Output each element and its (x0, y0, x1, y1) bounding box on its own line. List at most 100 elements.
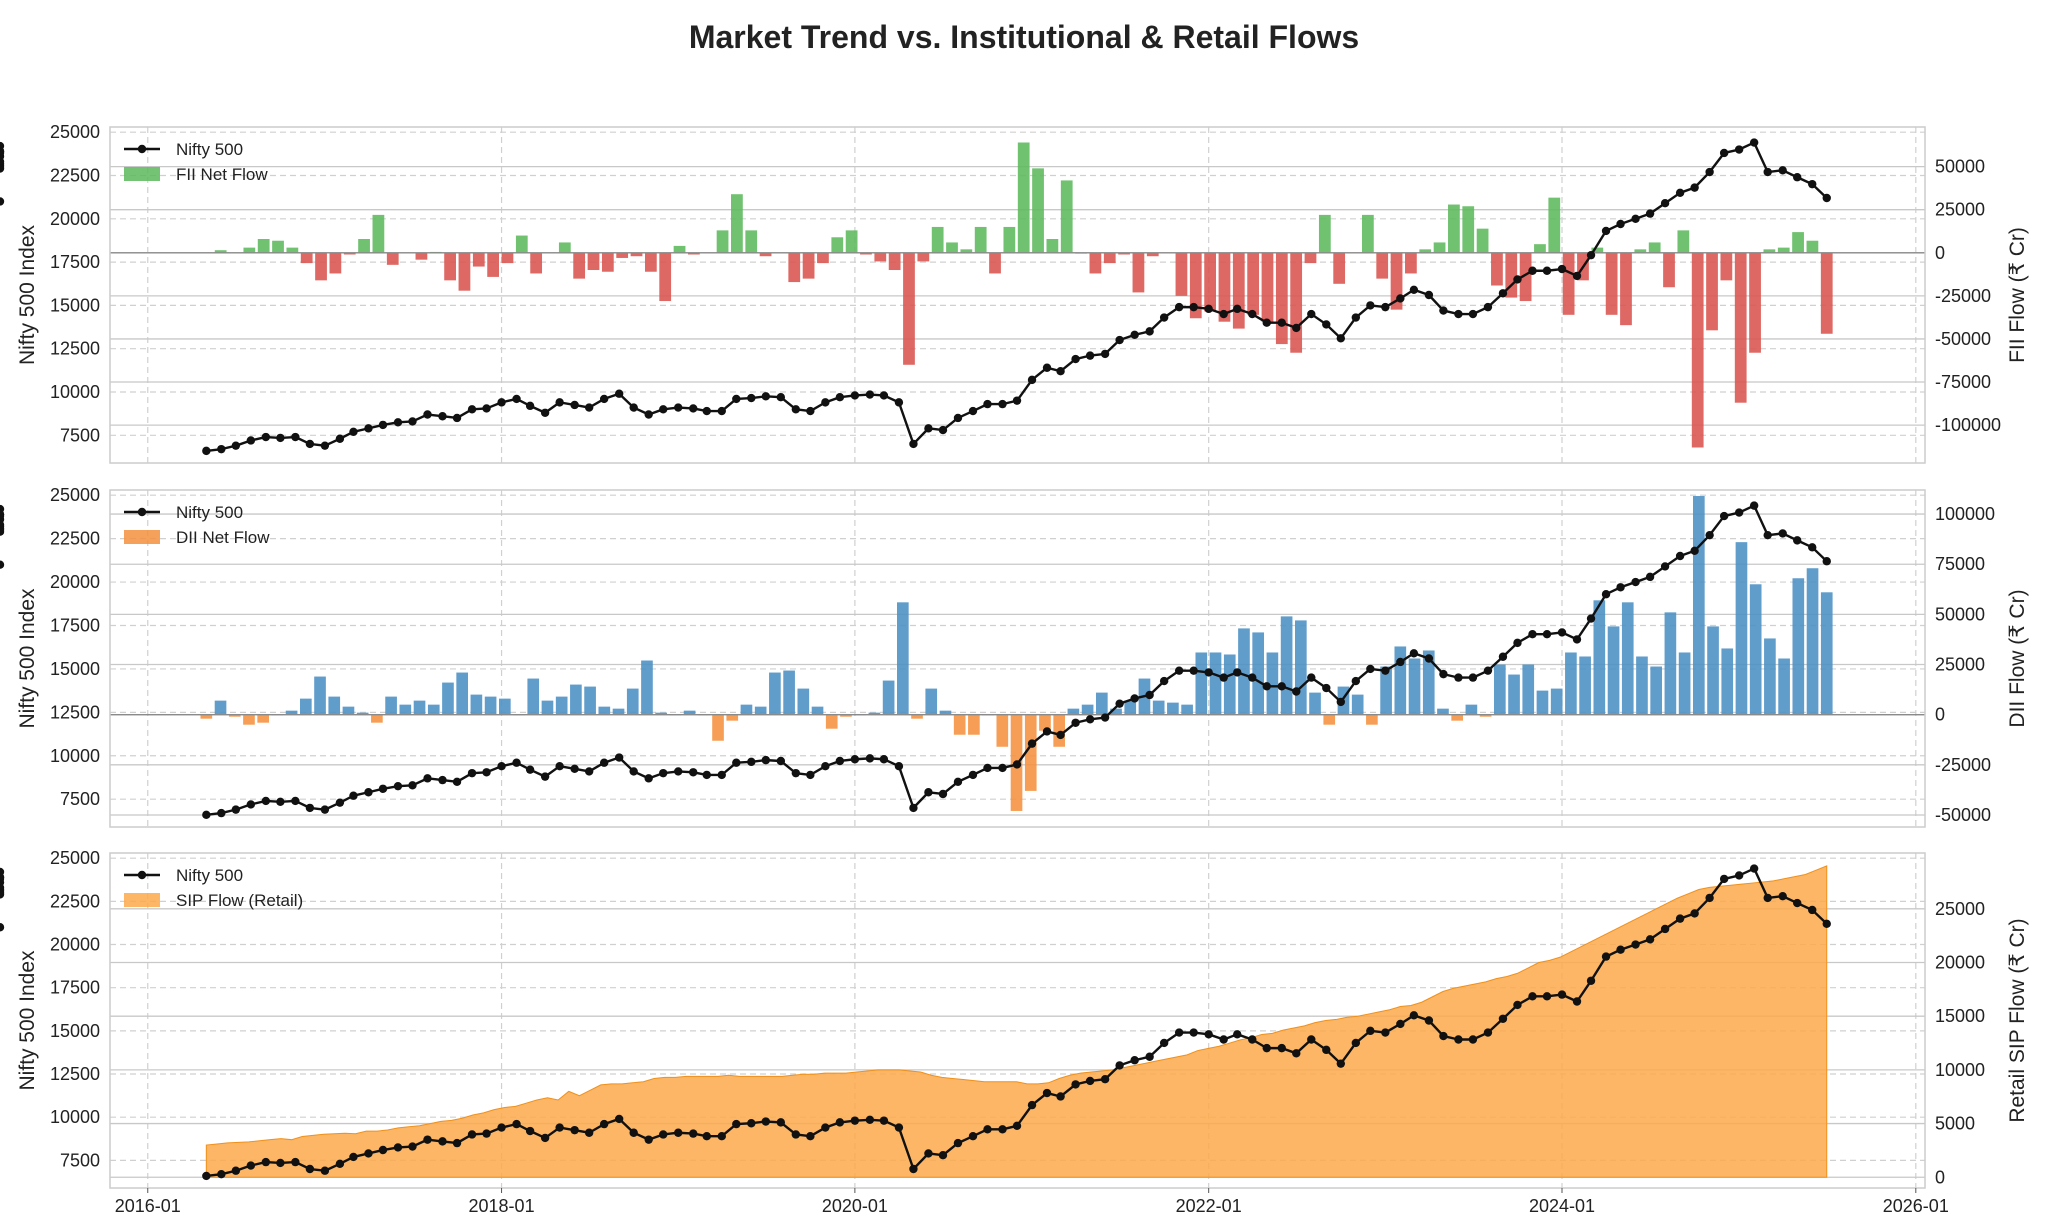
nifty-point (599, 758, 609, 767)
nifty-point (1454, 673, 1463, 682)
nifty-point (246, 800, 256, 809)
nifty-point (644, 410, 653, 419)
flow-bar (1132, 252, 1145, 293)
nifty-point (821, 762, 830, 771)
nifty-point (1483, 1028, 1493, 1037)
y2-tick-label: 0 (1935, 1167, 1945, 1187)
nifty-point (1042, 1088, 1052, 1098)
nifty-point (1248, 1035, 1257, 1044)
nifty-point (1056, 730, 1065, 740)
nifty-point (938, 1150, 948, 1160)
nifty-point (1572, 635, 1582, 644)
flow-bar (385, 696, 397, 715)
flow-bar (1380, 666, 1392, 715)
nifty-point (1424, 654, 1434, 663)
nifty-point (1130, 694, 1139, 703)
flow-bar (1634, 249, 1647, 253)
nifty-point (689, 768, 698, 777)
flow-bar (456, 672, 469, 715)
legend-label: DII Net Flow (176, 528, 270, 547)
nifty-point (835, 392, 845, 402)
nifty-point (349, 791, 358, 800)
nifty-point (1262, 1043, 1271, 1053)
nifty-point (0, 520, 5, 529)
flow-bar (1607, 626, 1620, 715)
flow-bar (882, 680, 895, 715)
flow-bar (1152, 700, 1165, 715)
flow-bar (925, 688, 938, 715)
nifty-point (1601, 226, 1611, 236)
flow-bar (1721, 648, 1734, 715)
nifty-point (1381, 666, 1390, 675)
flow-bar (1252, 632, 1265, 715)
nifty-point (0, 164, 5, 173)
nifty-point (261, 432, 271, 442)
nifty-point (305, 1164, 315, 1174)
flow-bar (243, 714, 255, 725)
legend-swatch-marker (137, 870, 147, 880)
flow-bar (840, 714, 852, 717)
flow-bar (1024, 714, 1037, 791)
nifty-point (938, 425, 948, 435)
nifty-point (1705, 893, 1714, 903)
nifty-point (1498, 652, 1508, 661)
nifty-point (452, 777, 462, 787)
nifty-point (761, 1117, 771, 1126)
flow-bar (911, 714, 923, 719)
nifty-point (1439, 306, 1448, 315)
flow-bar (1039, 714, 1051, 731)
nifty-point (1071, 1080, 1080, 1089)
flow-bar (1110, 708, 1122, 715)
legend-label: FII Net Flow (176, 165, 268, 184)
nifty-point (1085, 351, 1095, 360)
flow-bar (989, 252, 1001, 274)
nifty-point (467, 1130, 477, 1139)
nifty-point (614, 389, 624, 398)
flow-bar (1124, 700, 1137, 715)
nifty-point (761, 392, 771, 401)
nifty-point (732, 758, 741, 767)
flow-bar (817, 252, 829, 264)
nifty-point (1174, 302, 1184, 312)
nifty-point (393, 1143, 403, 1152)
nifty-point (659, 1130, 668, 1139)
flow-bar (1146, 252, 1159, 257)
nifty-point (1042, 727, 1052, 736)
nifty-point (1366, 1026, 1375, 1036)
nifty-point (1351, 676, 1361, 686)
flow-bar (1820, 252, 1833, 334)
nifty-point (1204, 668, 1213, 677)
nifty-point (614, 753, 624, 762)
x-tick-label: 2016-01 (115, 1196, 181, 1216)
nifty-point (614, 1114, 624, 1124)
flow-bar (1519, 252, 1532, 302)
flow-bar (1562, 252, 1575, 315)
flow-bar (1103, 252, 1116, 264)
flow-bar (1462, 206, 1475, 253)
nifty-point (1808, 179, 1817, 189)
nifty-point (1528, 266, 1537, 275)
nifty-point (231, 805, 241, 814)
nifty-point (540, 408, 550, 417)
nifty-point (1233, 1030, 1242, 1039)
nifty-point (1483, 666, 1493, 675)
nifty-point (1660, 924, 1670, 934)
y-tick-label: 22500 (50, 891, 100, 911)
flow-bar (515, 235, 528, 253)
flow-bar (868, 712, 881, 715)
nifty-point (1336, 334, 1346, 343)
nifty-point (791, 768, 801, 778)
plot-frame (109, 489, 1926, 828)
flow-bar (802, 252, 815, 279)
nifty-point (1734, 145, 1744, 154)
nifty-point (555, 762, 564, 771)
nifty-point (335, 434, 345, 443)
y-axis-label: Nifty 500 Index (16, 588, 39, 729)
nifty-point (821, 1123, 830, 1132)
flow-bar (1275, 252, 1288, 345)
y-tick-label: 10000 (50, 746, 100, 766)
y-tick-label: 22500 (50, 529, 100, 549)
nifty-point (879, 1116, 889, 1125)
nifty-point (584, 403, 594, 412)
